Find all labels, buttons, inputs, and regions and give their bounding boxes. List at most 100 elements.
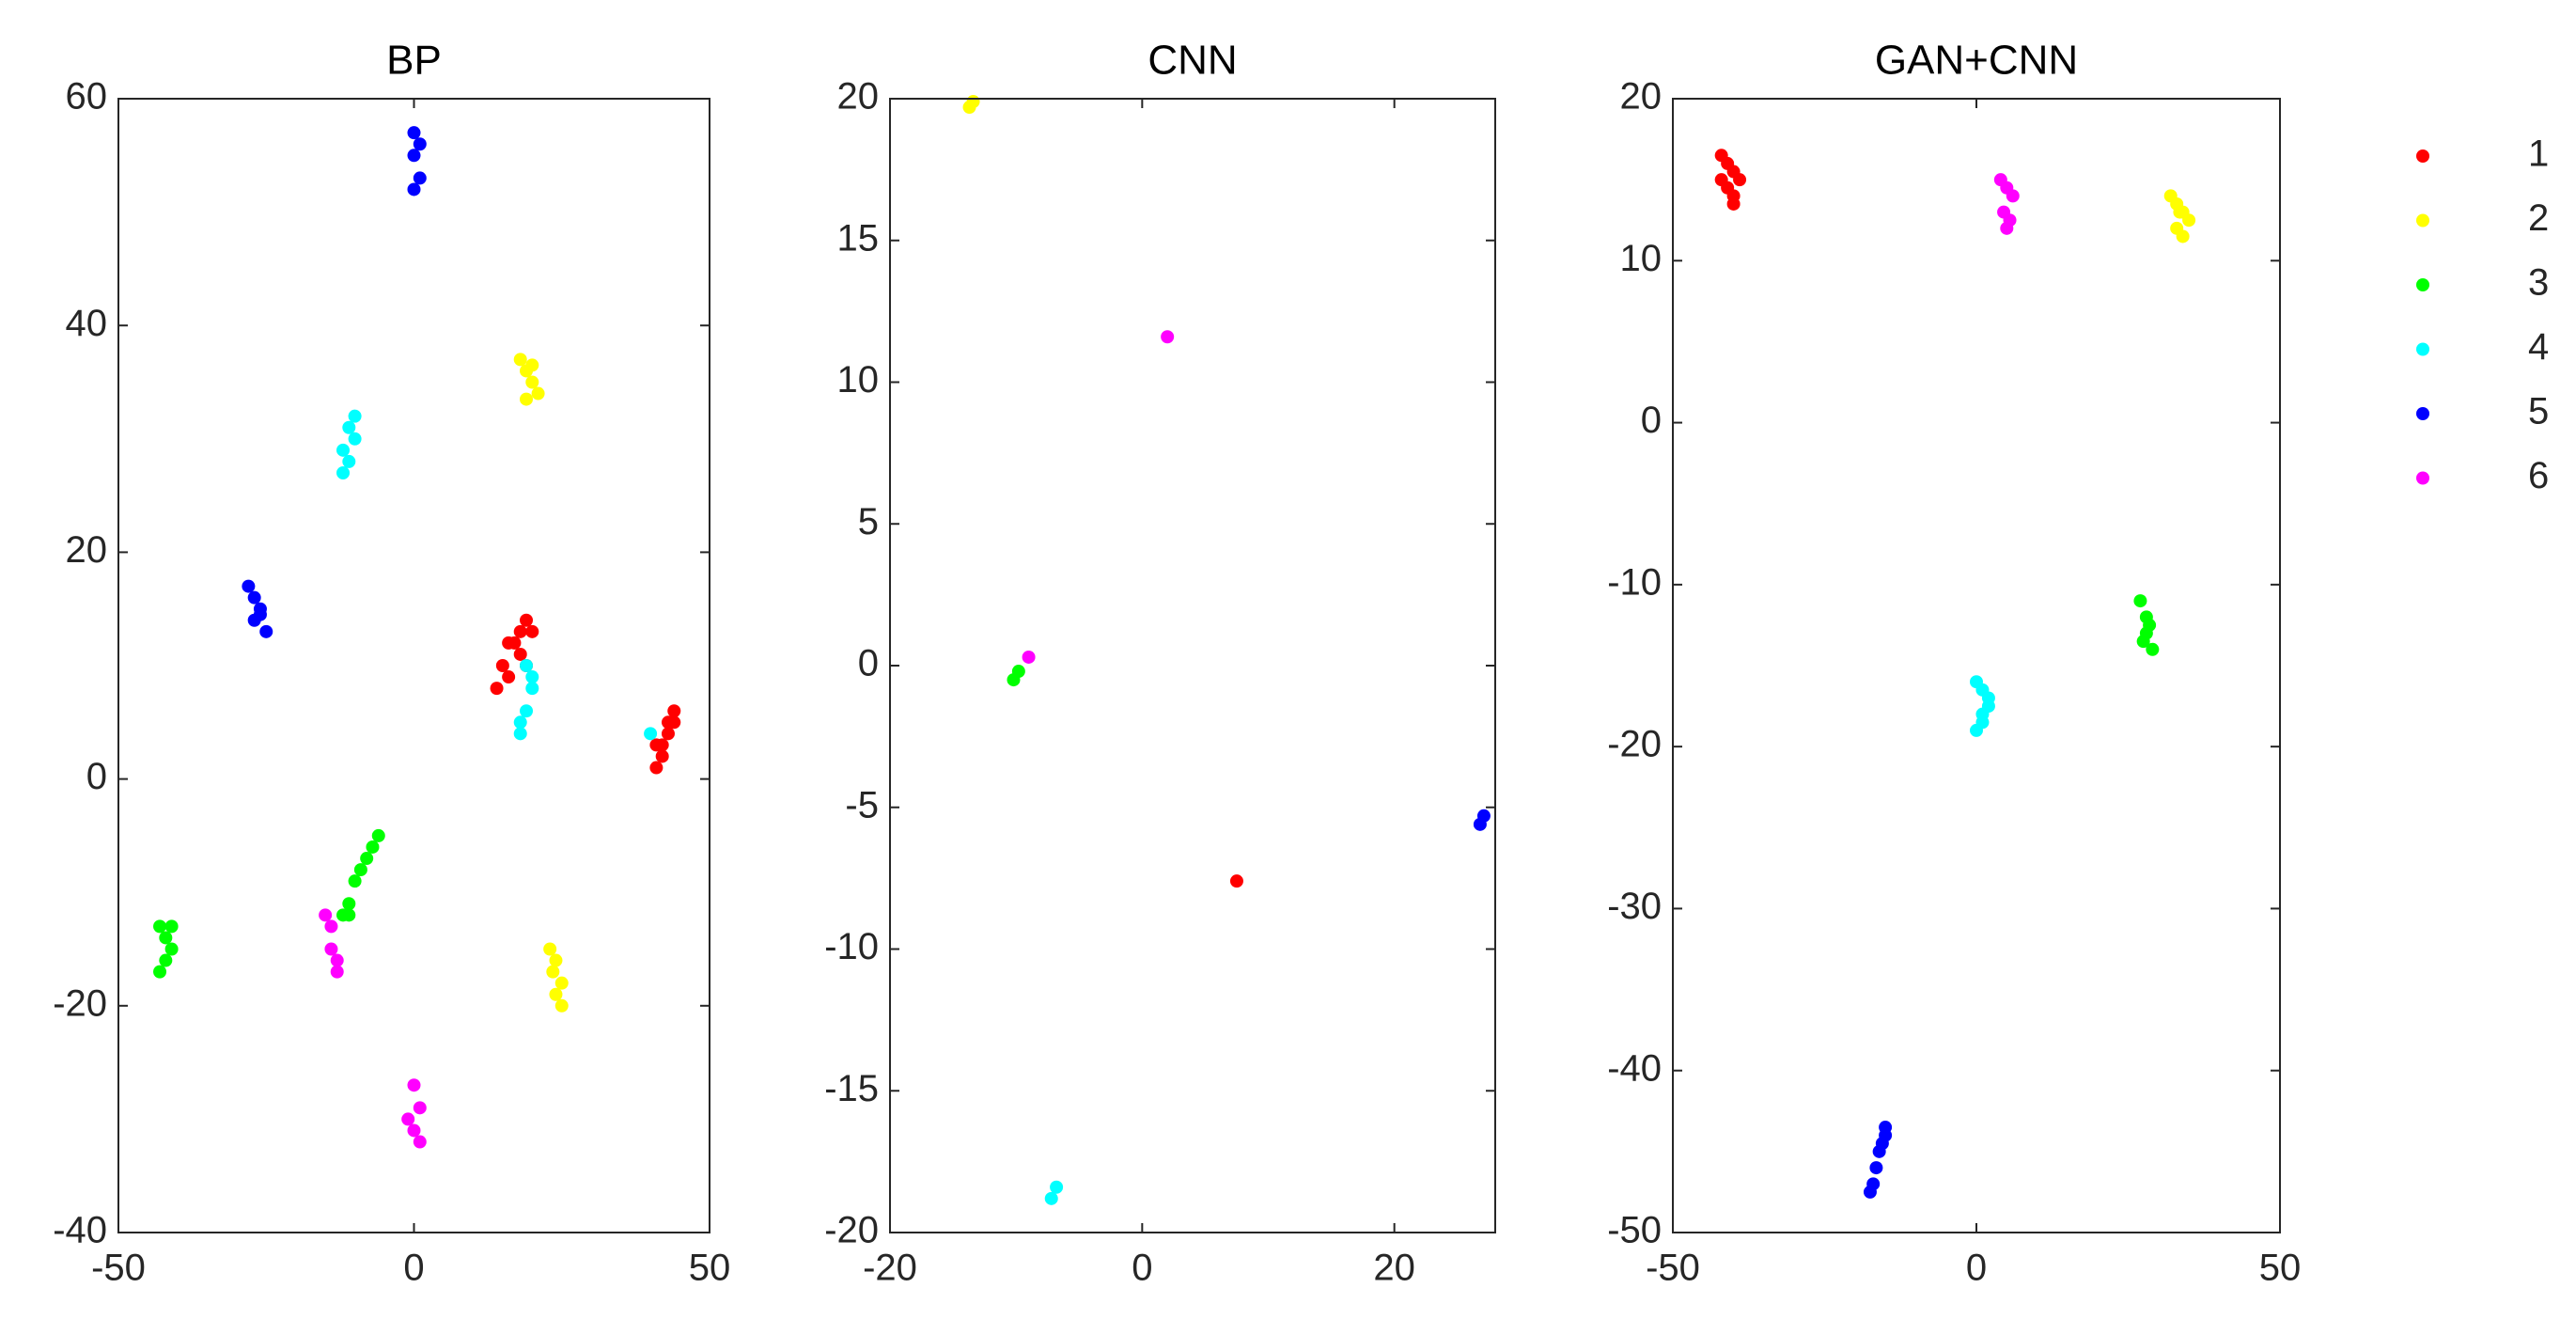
point — [159, 953, 173, 967]
point — [525, 358, 539, 372]
x-tick-label: 0 — [403, 1248, 424, 1289]
chart-title: CNN — [1147, 38, 1237, 84]
legend-label: 1 — [2528, 134, 2549, 175]
point — [336, 443, 351, 457]
y-tick-label: -15 — [824, 1068, 879, 1109]
x-tick-label: 0 — [1132, 1248, 1152, 1289]
point — [513, 353, 527, 367]
point — [324, 919, 338, 934]
point — [1869, 1161, 1883, 1175]
y-tick-label: -50 — [1607, 1210, 1662, 1251]
point — [644, 727, 658, 741]
point — [661, 727, 675, 741]
point — [531, 386, 545, 400]
legend-label: 2 — [2528, 197, 2549, 239]
legend-marker — [2416, 407, 2429, 420]
point — [407, 126, 421, 140]
point — [153, 919, 167, 934]
point — [342, 454, 356, 468]
point — [1733, 173, 1747, 187]
point — [1050, 1180, 1064, 1194]
legend-marker — [2416, 342, 2429, 356]
point — [366, 840, 380, 854]
x-tick-label: 20 — [1373, 1248, 1415, 1289]
point — [1726, 189, 1741, 203]
point — [655, 749, 669, 763]
point — [407, 149, 421, 163]
point — [2000, 221, 2014, 235]
point — [2176, 229, 2190, 243]
point — [520, 392, 534, 406]
legend-marker — [2416, 149, 2429, 163]
y-tick-label: -20 — [824, 1210, 879, 1251]
point — [2182, 213, 2196, 228]
point — [153, 965, 167, 979]
point — [1714, 173, 1728, 187]
point — [2133, 594, 2147, 608]
point — [667, 715, 681, 730]
point — [513, 647, 527, 661]
point — [1981, 699, 1995, 714]
point — [259, 624, 273, 638]
point — [164, 919, 179, 934]
point — [549, 987, 563, 1001]
point — [342, 897, 356, 911]
x-tick-label: -50 — [1646, 1248, 1700, 1289]
x-tick-label: 50 — [2259, 1248, 2302, 1289]
y-tick-label: 20 — [66, 529, 108, 571]
y-tick-label: -40 — [1607, 1047, 1662, 1089]
legend-label: 5 — [2528, 391, 2549, 432]
legend-marker — [2416, 471, 2429, 485]
point — [1866, 1177, 1881, 1191]
point — [525, 624, 539, 638]
point — [495, 659, 509, 672]
point — [525, 375, 539, 389]
point — [413, 137, 427, 151]
x-tick-label: 50 — [689, 1248, 731, 1289]
point — [1161, 330, 1175, 344]
point — [1975, 715, 1990, 730]
axes-box — [117, 98, 710, 1233]
point — [2173, 205, 2187, 219]
point — [407, 1078, 421, 1092]
point — [242, 579, 256, 593]
point — [490, 682, 504, 696]
point — [413, 1135, 427, 1149]
x-tick-label: 0 — [1966, 1248, 1987, 1289]
point — [353, 863, 367, 877]
y-tick-label: 5 — [858, 501, 879, 542]
point — [549, 953, 563, 967]
point — [164, 942, 179, 956]
point — [1229, 874, 1243, 888]
legend-label: 4 — [2528, 326, 2549, 368]
point — [319, 908, 333, 922]
point — [348, 409, 362, 423]
point — [1044, 1191, 1058, 1205]
point — [546, 965, 560, 979]
axes-box — [889, 98, 1496, 1233]
point — [401, 1112, 415, 1126]
legend-label: 3 — [2528, 262, 2549, 304]
point — [330, 953, 344, 967]
legend-marker — [2416, 278, 2429, 291]
point — [513, 727, 527, 741]
y-tick-label: -20 — [1607, 724, 1662, 765]
point — [520, 659, 534, 672]
chart-title: BP — [386, 38, 442, 84]
point — [253, 607, 267, 621]
point — [342, 908, 356, 922]
point — [348, 432, 362, 446]
point — [247, 590, 261, 605]
y-tick-label: 0 — [1641, 400, 1662, 441]
point — [336, 465, 351, 479]
y-tick-label: -10 — [824, 926, 879, 967]
point — [525, 682, 539, 696]
point — [502, 670, 516, 684]
y-tick-label: -20 — [53, 982, 107, 1024]
y-tick-label: 60 — [66, 76, 108, 118]
point — [554, 998, 569, 1013]
y-tick-label: 15 — [837, 217, 880, 259]
point — [513, 624, 527, 638]
point — [1476, 809, 1491, 823]
y-tick-label: 20 — [1620, 76, 1663, 118]
